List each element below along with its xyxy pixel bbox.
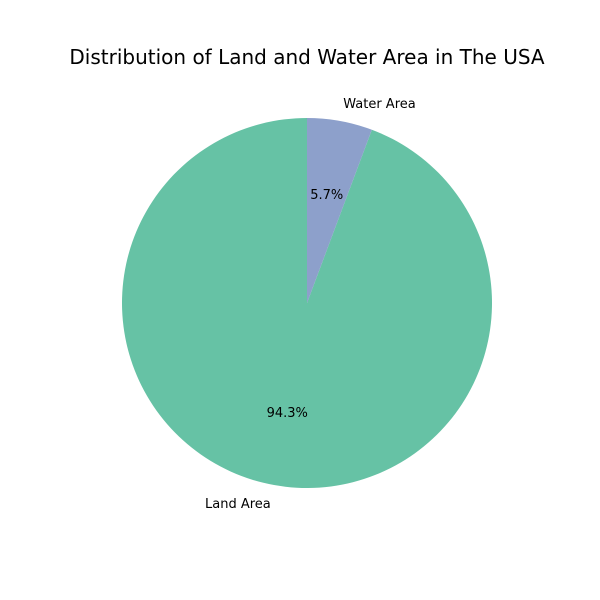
pie-slices: [122, 118, 493, 488]
slice-percent-land-area: 94.3%: [267, 406, 308, 421]
pie-labels: Land Area 94.3% Water Area 5.7%: [205, 97, 416, 512]
chart-title: Distribution of Land and Water Area in T…: [69, 45, 544, 69]
slice-percent-water-area: 5.7%: [310, 188, 343, 203]
slice-label-water-area: Water Area: [343, 97, 415, 112]
slice-label-land-area: Land Area: [205, 497, 271, 512]
pie-slice-land-area: [122, 118, 493, 488]
pie-slice-water-area: [307, 118, 372, 303]
